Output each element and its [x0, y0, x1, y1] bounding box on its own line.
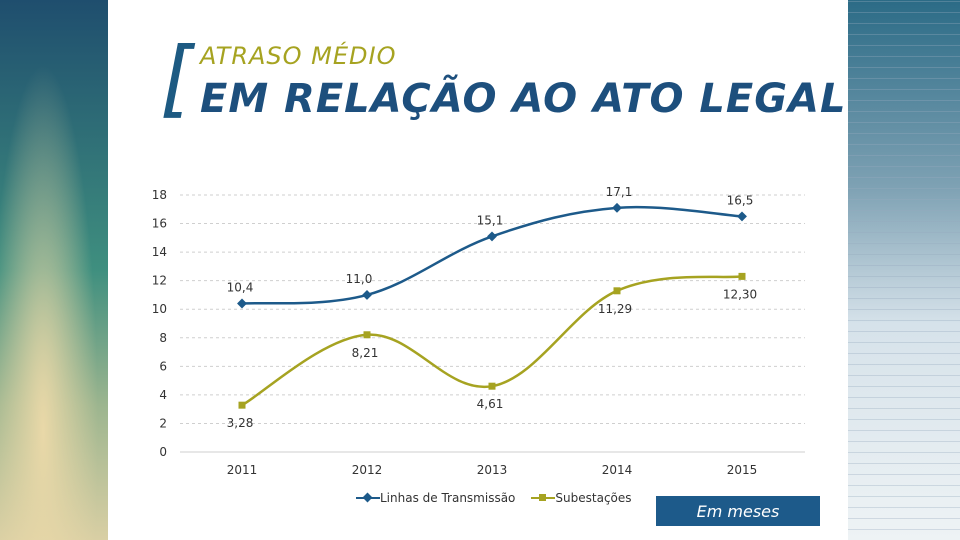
title-bracket: [ — [160, 29, 193, 127]
data-label: 15,1 — [477, 213, 504, 227]
data-point-marker — [612, 202, 622, 213]
y-tick-label: 4 — [159, 388, 167, 402]
y-tick-label: 0 — [159, 445, 167, 459]
data-point-marker — [488, 382, 496, 390]
slide-subtitle: ATRASO MÉDIO — [200, 42, 397, 70]
legend-item-subestacoes: Subestações — [531, 491, 632, 505]
y-tick-label: 6 — [159, 359, 167, 373]
data-label: 16,5 — [727, 193, 754, 207]
data-point-marker — [238, 401, 246, 409]
x-tick-label: 2014 — [602, 463, 633, 477]
data-label: 11,29 — [598, 302, 632, 316]
data-point-marker — [737, 211, 747, 222]
slide-title: EM RELAÇÃO AO ATO LEGAL — [200, 76, 847, 122]
legend-item-linhas: Linhas de Transmissão — [356, 491, 515, 505]
legend-swatch-linhas — [356, 492, 380, 504]
data-label: 4,61 — [477, 397, 504, 411]
unit-label-box: Em meses — [656, 496, 820, 526]
data-label: 12,30 — [723, 287, 757, 301]
legend-label-subestacoes: Subestações — [555, 491, 632, 505]
x-tick-label: 2013 — [477, 463, 508, 477]
data-point-marker — [237, 298, 247, 309]
background-photo-left — [0, 0, 108, 540]
x-tick-label: 2011 — [227, 463, 258, 477]
legend-label-linhas: Linhas de Transmissão — [380, 491, 516, 505]
x-tick-label: 2015 — [727, 463, 758, 477]
data-point-marker — [362, 289, 372, 300]
legend-swatch-subestacoes — [531, 492, 556, 504]
data-point-marker — [363, 331, 371, 339]
background-photo-right — [848, 0, 960, 540]
y-tick-label: 8 — [159, 331, 167, 345]
y-tick-label: 10 — [152, 302, 167, 316]
y-tick-label: 18 — [152, 188, 167, 202]
data-label: 3,28 — [227, 416, 254, 430]
data-label: 17,1 — [606, 185, 633, 199]
y-tick-label: 14 — [152, 245, 167, 259]
y-tick-label: 2 — [159, 416, 167, 430]
data-label: 11,0 — [346, 272, 373, 286]
data-point-marker — [613, 287, 621, 295]
x-tick-label: 2012 — [352, 463, 383, 477]
chart-legend: Linhas de Transmissão Subestações — [356, 488, 648, 508]
slide-panel — [108, 0, 848, 540]
data-point-marker — [487, 231, 497, 242]
data-point-marker — [738, 272, 746, 280]
y-tick-label: 16 — [152, 217, 167, 231]
data-label: 8,21 — [352, 346, 379, 360]
y-tick-label: 12 — [152, 274, 167, 288]
unit-label: Em meses — [696, 501, 780, 521]
data-label: 10,4 — [227, 281, 254, 295]
